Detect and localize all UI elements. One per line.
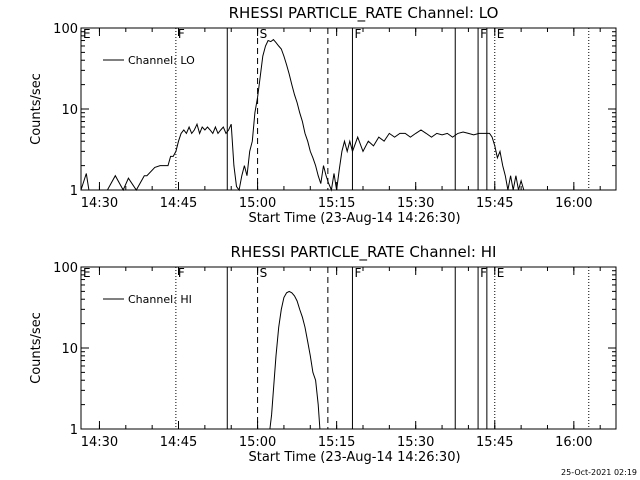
x-tick-label: 15:45	[476, 435, 513, 450]
annotation-label: F	[354, 27, 361, 41]
series-line	[269, 290, 321, 430]
y-axis-label: Counts/sec	[29, 312, 44, 384]
legend-label: Channel: LO	[128, 54, 195, 67]
x-axis-label: Start Time (23-Aug-14 14:26:30)	[248, 450, 460, 465]
x-tick-label: 15:15	[318, 196, 355, 211]
annotation-label: S	[260, 27, 268, 41]
timestamp-label: 25-Oct-2021 02:19	[561, 468, 637, 477]
chart-title: RHESSI PARTICLE_RATE Channel: HI	[231, 243, 497, 262]
x-tick-label: 15:15	[318, 435, 355, 450]
annotation-label: F	[178, 27, 185, 41]
x-tick-label: 16:00	[555, 435, 592, 450]
plot-frame	[80, 266, 617, 430]
y-tick-label: 1	[70, 184, 78, 199]
x-tick-label: 14:30	[81, 196, 118, 211]
x-tick-label: 15:45	[476, 196, 513, 211]
y-axis-label: Counts/sec	[29, 73, 44, 145]
y-tick-label: 10	[61, 342, 78, 357]
x-tick-label: 15:00	[239, 435, 276, 450]
chart-title: RHESSI PARTICLE_RATE Channel: LO	[229, 4, 499, 23]
x-tick-label: 14:45	[160, 435, 197, 450]
y-tick-label: 10	[61, 103, 78, 118]
annotation-label: S	[260, 266, 268, 280]
x-tick-label: 15:30	[397, 435, 434, 450]
annotation-label: E	[497, 27, 505, 41]
series-line	[80, 38, 548, 192]
y-tick-label: 100	[53, 22, 78, 37]
annotation-label: E	[83, 27, 91, 41]
x-tick-label: 15:00	[239, 196, 276, 211]
x-axis-label: Start Time (23-Aug-14 14:26:30)	[248, 211, 460, 226]
annotation-label: F	[480, 27, 487, 41]
y-tick-label: 1	[70, 423, 78, 438]
annotation-label: F	[178, 266, 185, 280]
annotation-label: F	[354, 266, 361, 280]
chart-panel-2: RHESSI PARTICLE_RATE Channel: HI 1 10 100 14…	[29, 243, 617, 465]
annotation-label: E	[497, 266, 505, 280]
chart-panel-1: RHESSI PARTICLE_RATE Channel: LO 1 10 100 14…	[29, 4, 617, 226]
x-tick-label: 15:30	[397, 196, 434, 211]
annotation-label: F	[480, 266, 487, 280]
legend-label: Channel: HI	[128, 293, 192, 306]
x-tick-label: 14:45	[160, 196, 197, 211]
x-tick-label: 14:30	[81, 435, 118, 450]
x-tick-label: 16:00	[555, 196, 592, 211]
y-tick-label: 100	[53, 261, 78, 276]
annotation-label: E	[83, 266, 91, 280]
